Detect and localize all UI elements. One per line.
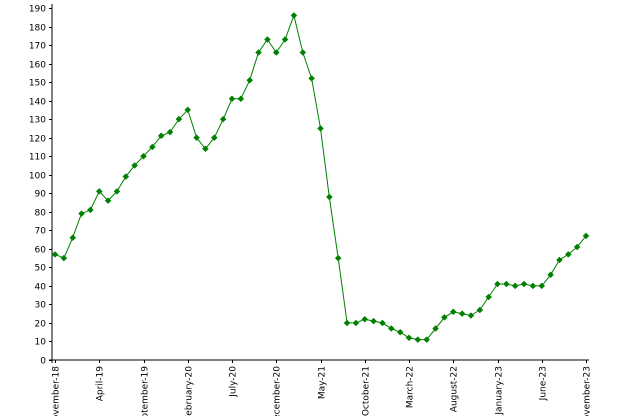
data-point [547,271,554,279]
data-point [379,319,386,327]
data-point [122,173,130,180]
data-point [387,325,395,332]
y-tick-label: 190 [29,5,46,15]
x-tick-label: August-22 [450,366,460,412]
data-point [264,36,271,43]
data-point [502,280,510,288]
data-point [193,134,200,142]
x-tick-label: October-21 [362,366,372,416]
x-axis: November-18 April-19 September-19 February-… [49,359,593,416]
y-tick-label: 30 [35,301,47,311]
data-point [343,319,351,327]
data-point [361,315,369,323]
data-point [467,312,475,319]
x-tick-label: November-18 [52,366,62,416]
data-point [441,314,448,321]
data-point [370,317,377,325]
x-tick-label: November-23 [583,366,593,416]
data-point [449,308,457,316]
data-point [573,243,581,251]
data-point [246,76,254,84]
data-point [113,188,121,195]
data-point [60,254,68,262]
x-tick-label: July-20 [229,366,239,398]
y-tick-label: 40 [35,283,47,293]
x-tick-label: June-23 [539,366,549,401]
data-point [157,132,165,140]
data-point [87,206,94,214]
y-tick-label: 50 [35,264,47,274]
data-point [308,75,316,82]
y-tick-label: 20 [35,320,47,330]
y-tick-label: 90 [35,190,47,200]
data-point [352,319,360,327]
data-point [325,193,333,201]
x-tick-label: September-19 [141,366,151,416]
data-point [290,12,298,19]
y-tick-label: 120 [29,135,46,145]
data-point [202,145,209,153]
data-point [104,197,112,205]
data-point [95,188,103,195]
data-point [317,125,324,132]
data-point [529,282,537,290]
series-line [54,13,587,341]
data-point [334,254,342,262]
data-point [564,251,572,258]
data-point [582,232,590,240]
y-tick-label: 170 [29,42,46,52]
data-point [148,143,156,151]
x-tick-label: March-22 [406,366,416,408]
data-point [405,334,413,342]
y-tick-label: 60 [35,246,47,256]
x-tick-label: April-19 [96,366,106,402]
data-point [511,282,519,290]
data-point [131,162,139,169]
y-tick-label: 100 [29,172,46,182]
x-tick-label: January-23 [495,366,505,416]
data-point [219,115,227,123]
data-point [210,134,218,142]
data-point [414,336,422,343]
data-point [140,152,147,160]
data-point [51,251,59,258]
data-point [78,210,85,217]
data-point [485,293,493,301]
series [51,12,590,343]
data-point [476,306,484,314]
data-point [494,280,501,288]
data-point [166,128,174,136]
data-point [237,95,245,103]
data-point [184,106,192,114]
data-point [272,49,280,56]
y-tick-label: 80 [35,209,47,219]
y-tick-label: 0 [40,357,46,367]
data-point [299,49,307,56]
data-point [556,256,563,264]
y-tick-label: 70 [35,227,47,237]
x-tick-label: February-20 [185,366,195,416]
y-tick-label: 160 [29,61,46,71]
data-point [281,36,289,43]
y-tick-label: 10 [35,338,47,348]
x-tick-label: May-21 [318,366,328,399]
y-axis: 0 10 20 30 40 50 60 70 80 90 100 110 120 130 140 150 160… [29,4,53,367]
data-point [423,336,431,343]
y-tick-label: 130 [29,116,46,126]
data-point [538,282,546,290]
y-tick-label: 150 [29,79,46,89]
data-point [520,280,528,288]
data-point [175,115,183,123]
data-point [458,310,466,318]
y-tick-label: 180 [29,24,46,34]
data-point [69,234,77,242]
x-tick-label: December-20 [273,366,283,416]
y-tick-label: 110 [29,153,46,163]
data-point [432,325,439,332]
data-point [255,49,262,56]
data-point [228,95,236,103]
y-tick-label: 140 [29,98,46,108]
data-point [396,328,404,336]
